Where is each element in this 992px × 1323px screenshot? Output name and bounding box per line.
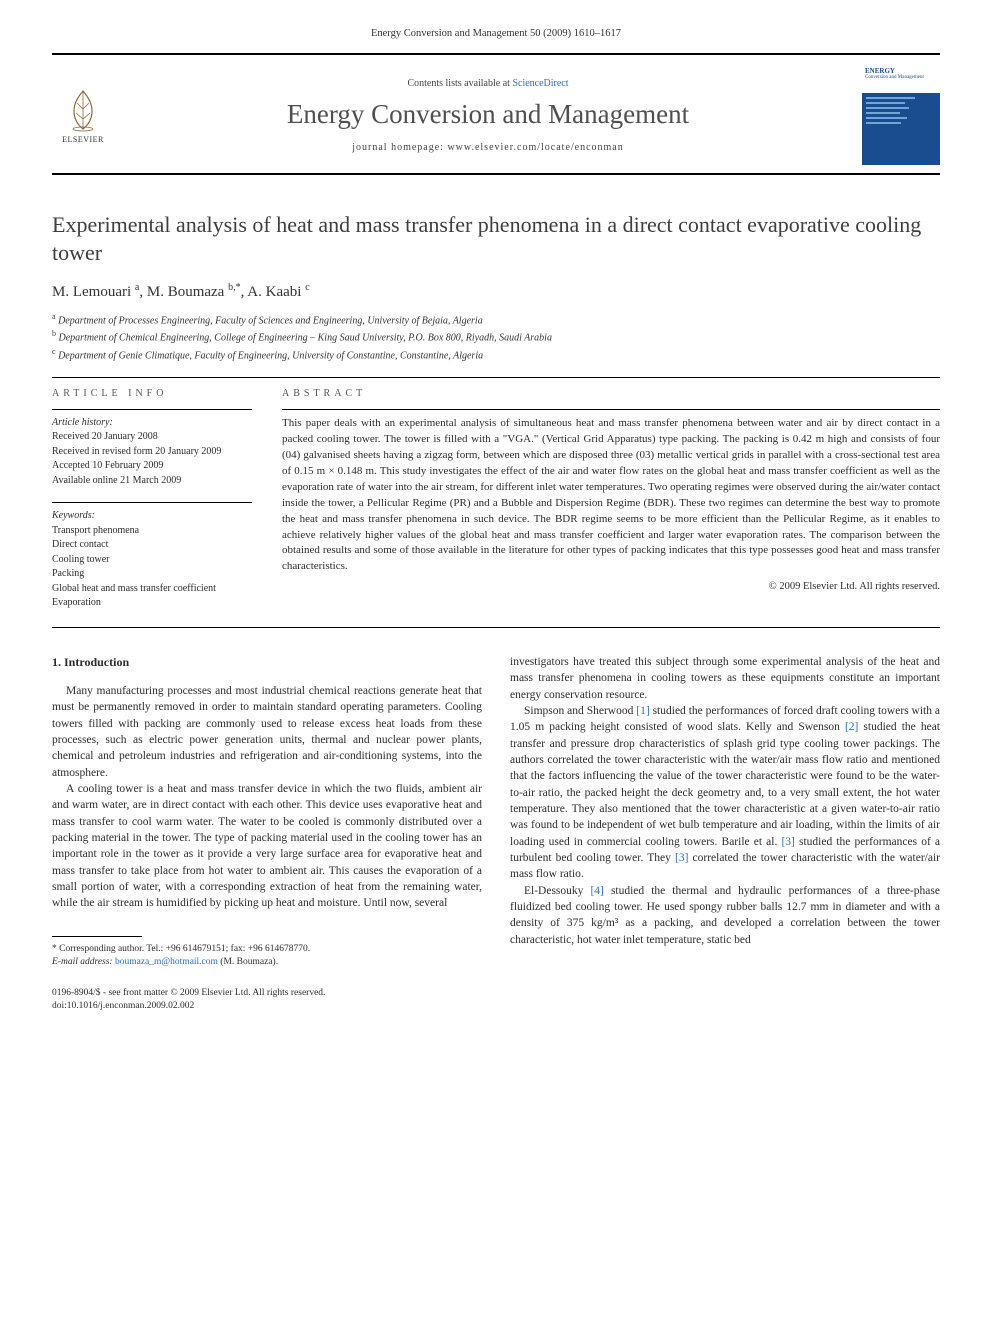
- divider: [52, 409, 252, 410]
- paragraph: El-Dessouky [4] studied the thermal and …: [510, 883, 940, 948]
- keyword: Evaporation: [52, 596, 252, 611]
- divider: [52, 502, 252, 503]
- divider: [52, 377, 940, 378]
- corresponding-label: * Corresponding author. Tel.: +96 614679…: [52, 943, 482, 956]
- paragraph: Many manufacturing processes and most in…: [52, 683, 482, 781]
- cover-title: ENERGY: [865, 68, 937, 75]
- corresponding-author-footnote: * Corresponding author. Tel.: +96 614679…: [52, 943, 482, 970]
- cover-subtitle: Conversion and Management: [865, 75, 937, 80]
- authors: M. Lemouari a, M. Boumaza b,*, A. Kaabi …: [52, 282, 940, 301]
- divider: [52, 627, 940, 628]
- abstract-text: This paper deals with an experimental an…: [282, 416, 940, 575]
- abstract-column: ABSTRACT This paper deals with an experi…: [282, 388, 940, 611]
- issn-line: 0196-8904/$ - see front matter © 2009 El…: [52, 987, 482, 1000]
- affiliation-a: a Department of Processes Engineering, F…: [52, 311, 940, 328]
- contents-prefix: Contents lists available at: [407, 78, 512, 89]
- homepage-line: journal homepage: www.elsevier.com/locat…: [132, 142, 844, 153]
- keyword: Cooling tower: [52, 553, 252, 568]
- email-address[interactable]: boumaza_m@hotmail.com: [115, 957, 218, 967]
- contents-available-line: Contents lists available at ScienceDirec…: [132, 78, 844, 89]
- article-title: Experimental analysis of heat and mass t…: [52, 211, 940, 266]
- doi-line: doi:10.1016/j.enconman.2009.02.002: [52, 1000, 482, 1013]
- journal-reference: Energy Conversion and Management 50 (200…: [52, 28, 940, 39]
- reference-link[interactable]: [1]: [636, 705, 649, 717]
- keyword: Direct contact: [52, 538, 252, 553]
- sciencedirect-link[interactable]: ScienceDirect: [512, 78, 568, 89]
- abstract-copyright: © 2009 Elsevier Ltd. All rights reserved…: [282, 581, 940, 592]
- email-label: E-mail address:: [52, 957, 113, 967]
- author-0: M. Lemouari a: [52, 284, 139, 300]
- affiliation-b: b Department of Chemical Engineering, Co…: [52, 328, 940, 345]
- affiliations: a Department of Processes Engineering, F…: [52, 311, 940, 363]
- keyword: Packing: [52, 567, 252, 582]
- footer-left: 0196-8904/$ - see front matter © 2009 El…: [52, 987, 482, 1013]
- elsevier-logo: ELSEVIER: [52, 79, 114, 151]
- history-line: Received 20 January 2008: [52, 430, 252, 445]
- history-line: Available online 21 March 2009: [52, 474, 252, 489]
- paragraph: A cooling tower is a heat and mass trans…: [52, 781, 482, 912]
- journal-name: Energy Conversion and Management: [132, 99, 844, 130]
- email-suffix: (M. Boumaza).: [220, 957, 278, 967]
- reference-link[interactable]: [4]: [590, 885, 603, 897]
- divider: [282, 409, 940, 410]
- paragraph: Simpson and Sherwood [1] studied the per…: [510, 703, 940, 883]
- affiliation-c: c Department of Genie Climatique, Facult…: [52, 346, 940, 363]
- article-info-header: ARTICLE INFO: [52, 388, 252, 399]
- body-left-column: 1. Introduction Many manufacturing proce…: [52, 654, 482, 969]
- author-1: M. Boumaza b,*: [147, 284, 241, 300]
- reference-link[interactable]: [2]: [845, 721, 858, 733]
- body-right-column: investigators have treated this subject …: [510, 654, 940, 969]
- footnote-separator: [52, 936, 142, 937]
- body-columns: 1. Introduction Many manufacturing proce…: [52, 654, 940, 969]
- footer: 0196-8904/$ - see front matter © 2009 El…: [52, 987, 940, 1013]
- abstract-header: ABSTRACT: [282, 388, 940, 399]
- homepage-prefix: journal homepage:: [352, 142, 447, 153]
- keywords-title: Keywords:: [52, 509, 252, 524]
- journal-header: ELSEVIER Contents lists available at Sci…: [52, 53, 940, 175]
- journal-cover-thumb: ENERGY Conversion and Management: [862, 65, 940, 165]
- publisher-name: ELSEVIER: [62, 135, 104, 144]
- history-line: Accepted 10 February 2009: [52, 459, 252, 474]
- author-2: A. Kaabi c: [247, 284, 309, 300]
- homepage-url: www.elsevier.com/locate/enconman: [447, 142, 623, 153]
- keywords: Keywords: Transport phenomena Direct con…: [52, 509, 252, 611]
- article-info-column: ARTICLE INFO Article history: Received 2…: [52, 388, 252, 611]
- keyword: Global heat and mass transfer coefficien…: [52, 582, 252, 597]
- footer-right: [510, 987, 940, 1013]
- history-line: Received in revised form 20 January 2009: [52, 445, 252, 460]
- article-history: Article history: Received 20 January 200…: [52, 416, 252, 489]
- header-center: Contents lists available at ScienceDirec…: [132, 78, 844, 153]
- section-heading: 1. Introduction: [52, 654, 482, 671]
- keyword: Transport phenomena: [52, 524, 252, 539]
- history-title: Article history:: [52, 416, 252, 431]
- reference-link[interactable]: [3]: [675, 852, 688, 864]
- reference-link[interactable]: [3]: [781, 836, 794, 848]
- tree-icon: [60, 87, 106, 133]
- paragraph: investigators have treated this subject …: [510, 654, 940, 703]
